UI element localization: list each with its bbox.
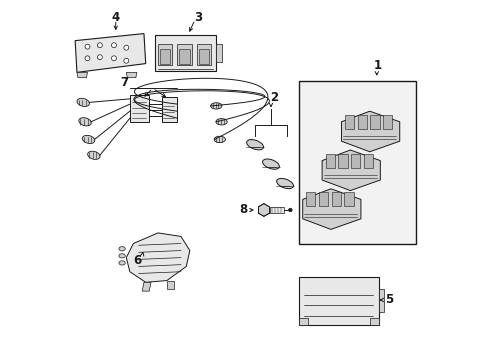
Text: 3: 3 [194, 10, 203, 23]
Ellipse shape [119, 261, 125, 265]
Text: 4: 4 [111, 10, 120, 23]
Polygon shape [126, 72, 137, 78]
Bar [216, 44, 221, 62]
Ellipse shape [79, 118, 91, 126]
Circle shape [123, 45, 128, 50]
Text: 2: 2 [270, 91, 278, 104]
Polygon shape [77, 72, 87, 78]
Ellipse shape [119, 254, 125, 258]
Text: 7: 7 [120, 76, 128, 90]
Bar [160, 49, 170, 64]
Bar [325, 153, 334, 168]
Bar [363, 153, 372, 168]
Circle shape [111, 43, 116, 48]
Bar [383, 115, 391, 129]
Bar [344, 192, 353, 207]
Circle shape [85, 56, 90, 61]
Bar [338, 153, 347, 168]
Bar [370, 115, 379, 129]
Bar [197, 44, 210, 65]
Bar [305, 192, 315, 207]
Bar [378, 289, 383, 312]
Text: 8: 8 [239, 203, 247, 216]
Ellipse shape [119, 247, 125, 251]
Ellipse shape [262, 159, 279, 169]
Bar [130, 95, 149, 122]
Circle shape [123, 58, 128, 63]
Bar [198, 49, 209, 64]
Polygon shape [166, 280, 174, 289]
Ellipse shape [87, 151, 100, 159]
Bar [154, 35, 216, 71]
Polygon shape [341, 111, 399, 152]
Bar [369, 318, 378, 325]
Polygon shape [322, 150, 380, 190]
Text: 5: 5 [384, 293, 392, 306]
Bar [161, 97, 177, 122]
Ellipse shape [82, 135, 95, 144]
Polygon shape [126, 233, 189, 282]
Bar [299, 81, 415, 243]
Ellipse shape [216, 118, 227, 125]
Circle shape [97, 43, 102, 48]
Ellipse shape [276, 179, 293, 189]
Text: 6: 6 [133, 254, 141, 267]
Bar [357, 115, 366, 129]
Circle shape [85, 44, 90, 49]
Bar [177, 44, 191, 65]
Circle shape [111, 56, 116, 61]
Text: 1: 1 [373, 59, 381, 72]
Bar [158, 44, 172, 65]
Circle shape [97, 55, 102, 60]
Bar [270, 207, 283, 213]
Ellipse shape [214, 136, 225, 143]
Bar [299, 277, 378, 325]
Bar [299, 318, 307, 325]
Bar [179, 49, 189, 64]
Ellipse shape [246, 140, 263, 150]
Ellipse shape [77, 98, 89, 107]
Ellipse shape [210, 103, 222, 109]
Bar [350, 153, 360, 168]
Polygon shape [75, 33, 145, 72]
Bar [345, 115, 353, 129]
Bar [331, 192, 340, 207]
Circle shape [288, 208, 291, 212]
Bar [318, 192, 327, 207]
Polygon shape [258, 204, 269, 216]
Polygon shape [302, 189, 360, 229]
Polygon shape [142, 282, 151, 291]
